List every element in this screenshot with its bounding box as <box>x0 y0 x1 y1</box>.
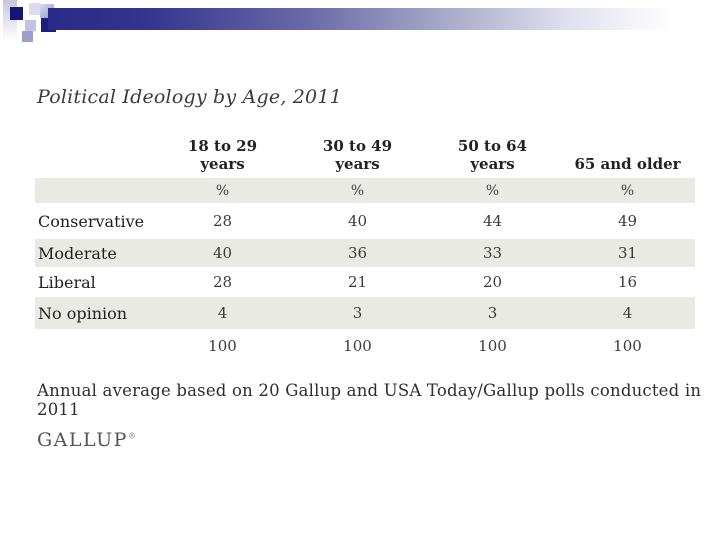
row-label: Moderate <box>38 243 117 263</box>
column-header: 50 to 64 years <box>457 136 528 174</box>
table-row-no-opinion: No opinion 4 3 3 4 <box>35 297 695 329</box>
row-label: No opinion <box>38 303 128 323</box>
cell-value: 3 <box>352 304 363 322</box>
cell-value: 20 <box>482 273 503 291</box>
cell-value: 49 <box>617 212 638 230</box>
ideology-by-age-table: 18 to 29 years 30 to 49 years 50 to 64 y… <box>35 128 695 363</box>
cell-value: 4 <box>217 304 228 322</box>
gallup-logo-text: GALLUP <box>37 429 128 451</box>
cell-value: 40 <box>347 212 368 230</box>
table-row-liberal: Liberal 28 21 20 16 <box>35 267 695 297</box>
total-cell: 100 <box>478 337 507 355</box>
cell-value: 40 <box>212 244 233 262</box>
cell-value: 31 <box>617 244 638 262</box>
cell-value: 16 <box>617 273 638 291</box>
pixel-square-navy <box>10 7 23 20</box>
row-label-header <box>35 128 155 178</box>
cell-value: 3 <box>487 304 498 322</box>
total-cell: 100 <box>613 337 642 355</box>
pixel-square-medium <box>22 31 33 42</box>
unit-cell: % <box>485 182 500 199</box>
column-header: 65 and older <box>574 155 681 174</box>
slide-title: Political Ideology by Age, 2011 <box>37 86 342 108</box>
cell-value: 28 <box>212 273 233 291</box>
gallup-logo: GALLUP® <box>37 429 137 451</box>
cell-value: 4 <box>622 304 633 322</box>
table-header-row: 18 to 29 years 30 to 49 years 50 to 64 y… <box>35 128 695 178</box>
cell-value: 21 <box>347 273 368 291</box>
table-row-conservative: Conservative 28 40 44 49 <box>35 203 695 239</box>
cell-value: 44 <box>482 212 503 230</box>
unit-cell: % <box>350 182 365 199</box>
cell-value: 28 <box>212 212 233 230</box>
unit-row: % % % % <box>35 178 695 203</box>
total-cell: 100 <box>208 337 237 355</box>
column-header: 30 to 49 years <box>322 136 393 174</box>
cell-value: 36 <box>347 244 368 262</box>
table-row-moderate: Moderate 40 36 33 31 <box>35 239 695 267</box>
pixel-square-lavender <box>25 20 36 31</box>
gradient-banner-bar <box>48 8 698 30</box>
registered-mark: ® <box>127 431 138 441</box>
cell-value: 33 <box>482 244 503 262</box>
row-label: Liberal <box>38 272 96 292</box>
row-label: Conservative <box>38 211 145 231</box>
column-header: 18 to 29 years <box>187 136 258 174</box>
pixel-square-pale <box>29 3 41 15</box>
source-footnote: Annual average based on 20 Gallup and US… <box>37 381 702 419</box>
unit-cell: % <box>620 182 635 199</box>
unit-cell: % <box>215 182 230 199</box>
table-totals-row: 100 100 100 100 <box>35 329 695 363</box>
total-cell: 100 <box>343 337 372 355</box>
